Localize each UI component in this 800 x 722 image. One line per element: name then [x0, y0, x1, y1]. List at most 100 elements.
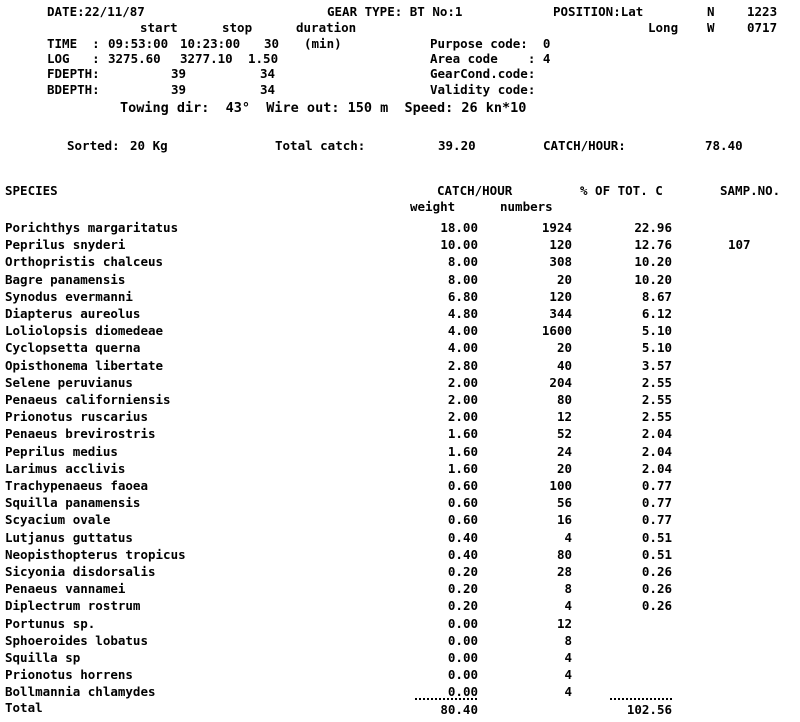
weight-cell: 0.00	[447, 650, 478, 665]
table-row: Opisthonema libertate 2.80 40 3.57	[0, 357, 800, 376]
weight-cell: 0.20	[447, 598, 478, 614]
weight-header: weight	[410, 199, 456, 214]
numbers-cell: 1600	[541, 323, 572, 339]
pct-cell: 0.51	[641, 546, 672, 562]
species-name: Prionotus ruscarius	[5, 409, 148, 425]
numbers-cell: 308	[549, 254, 572, 270]
species-name: Penaeus vannamei	[5, 581, 126, 597]
log-duration: 1.50	[248, 51, 279, 66]
table-row: Bollmannia chlamydes 0.00 4	[0, 685, 800, 702]
weight-cell: 0.60	[447, 512, 478, 528]
time-label: TIME :	[47, 36, 100, 51]
log-start: 3275.60	[108, 51, 161, 66]
numbers-cell: 40	[556, 357, 572, 373]
table-row: Peprilus medius 1.60 24 2.04	[0, 443, 800, 462]
total-catch-value: 39.20	[438, 138, 476, 153]
table-row: Selene peruvianus 2.00 204 2.55	[0, 374, 800, 393]
weight-cell: 8.00	[447, 271, 478, 287]
weight-cell: 10.00	[440, 237, 478, 253]
numbers-cell: 120	[549, 237, 572, 253]
weight-cell: 4.00	[447, 323, 478, 339]
pct-cell: 2.04	[641, 426, 672, 442]
pct-cell: 6.12	[641, 306, 672, 321]
weight-cell: 0.00	[447, 632, 478, 648]
table-row: Penaeus brevirostris 1.60 52 2.04	[0, 427, 800, 444]
weight-cell: 18.00	[440, 220, 478, 235]
species-name: Neopisthopterus tropicus	[5, 546, 186, 562]
numbers-cell: 1924	[541, 220, 572, 235]
numbers-cell: 20	[556, 271, 572, 287]
numbers-cell: 4	[564, 650, 572, 665]
numbers-cell: 12	[556, 615, 572, 631]
time-stop: 10:23:00	[180, 36, 241, 51]
numbers-header: numbers	[500, 199, 553, 214]
pct-cell: 0.26	[641, 598, 672, 614]
pct-cell: 2.55	[641, 392, 672, 407]
weight-cell: 0.00	[447, 615, 478, 631]
weight-cell: 2.00	[447, 374, 478, 390]
species-name: Orthopristis chalceus	[5, 254, 164, 270]
numbers-cell: 4	[564, 598, 572, 614]
species-name: Penaeus californiensis	[5, 392, 171, 407]
pct-cell: 10.20	[634, 271, 672, 287]
table-row: Porichthys margaritatus 18.00 1924 22.96	[0, 221, 800, 238]
table-row: Scyacium ovale 0.60 16 0.77	[0, 513, 800, 530]
numbers-cell: 56	[556, 495, 572, 511]
sorted-label: Sorted:	[67, 138, 120, 153]
species-name: Sicyonia disdorsalis	[5, 564, 156, 579]
weight-cell: 2.00	[447, 409, 478, 425]
numbers-cell: 12	[556, 409, 572, 425]
table-row: Bagre panamensis 8.00 20 10.20	[0, 271, 800, 290]
species-header: SPECIES	[5, 183, 58, 198]
weight-cell: 0.40	[447, 546, 478, 562]
samp-cell: 107	[728, 237, 751, 253]
weight-cell: 0.20	[447, 581, 478, 597]
species-name: Larimus acclivis	[5, 460, 126, 476]
table-row: Squilla sp 0.00 4	[0, 651, 800, 668]
weight-cell: 1.60	[447, 460, 478, 476]
weight-cell: 2.00	[447, 392, 478, 407]
sorted-value: 20 Kg	[130, 138, 168, 153]
pct-cell: 2.04	[641, 443, 672, 459]
col-duration: duration	[296, 20, 357, 35]
purpose-code: Purpose code: 0	[430, 36, 551, 51]
col-start: start	[140, 20, 178, 35]
table-row: Diplectrum rostrum 0.20 4 0.26	[0, 599, 800, 616]
species-name: Bagre panamensis	[5, 271, 126, 287]
time-start: 09:53:00	[108, 36, 169, 51]
numbers-cell: 80	[556, 392, 572, 407]
weight-cell: 8.00	[447, 254, 478, 270]
species-name: Diapterus aureolus	[5, 306, 141, 321]
weight-cell: 0.20	[447, 564, 478, 579]
long-dir: W	[707, 20, 715, 35]
log-label: LOG :	[47, 51, 100, 66]
towing-info: Towing dir: 43° Wire out: 150 m Speed: 2…	[120, 100, 527, 116]
species-name: Prionotus horrens	[5, 667, 133, 683]
pct-cell: 2.55	[641, 374, 672, 390]
species-name: Porichthys margaritatus	[5, 220, 179, 235]
species-name: Peprilus medius	[5, 443, 118, 459]
long-value: 0717	[747, 20, 778, 35]
table-row: Prionotus horrens 0.00 4	[0, 668, 800, 685]
pct-cell: 5.10	[641, 340, 672, 356]
table-row: Lutjanus guttatus 0.40 4 0.51	[0, 529, 800, 548]
pct-cell: 12.76	[634, 237, 672, 253]
species-name: Lutjanus guttatus	[5, 529, 133, 545]
numbers-cell: 52	[556, 426, 572, 442]
total-pct: 102.56	[626, 702, 672, 717]
samp-header: SAMP.NO.	[720, 183, 781, 198]
table-row: Neopisthopterus tropicus 0.40 80 0.51	[0, 546, 800, 565]
pct-cell: 2.04	[641, 460, 672, 476]
species-name: Penaeus brevirostris	[5, 426, 156, 442]
weight-cell: 0.60	[447, 478, 478, 493]
pct-cell: 10.20	[634, 254, 672, 270]
pct-cell: 0.26	[641, 581, 672, 597]
bdepth-start: 39	[171, 82, 187, 97]
species-name: Bollmannia chlamydes	[5, 684, 156, 700]
log-stop: 3277.10	[180, 51, 233, 66]
total-catch-label: Total catch:	[275, 138, 366, 153]
weight-cell: 1.60	[447, 443, 478, 459]
pct-cell: 0.77	[641, 478, 672, 493]
weight-cell: 0.40	[447, 529, 478, 545]
